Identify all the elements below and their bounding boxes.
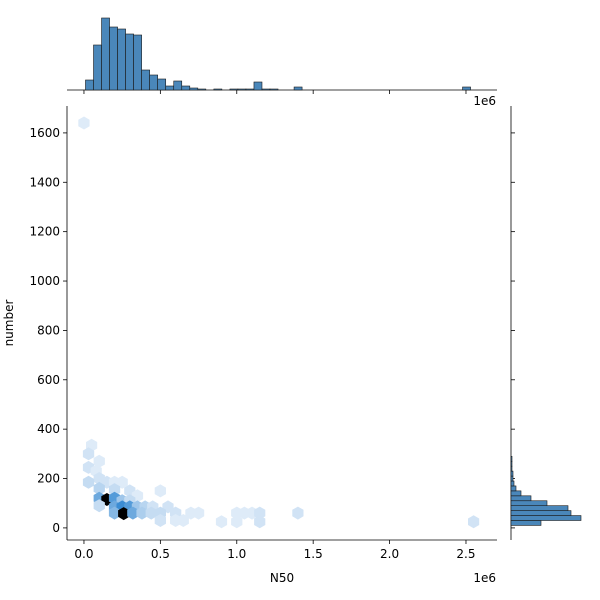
hexbin <box>254 506 266 520</box>
x-hist-bar <box>117 28 126 91</box>
x-tick-label: 1.0 <box>227 547 246 561</box>
x-hist-bar <box>245 88 255 91</box>
x-hist-bar <box>269 88 279 91</box>
hexbin <box>93 499 105 513</box>
x-hist-bar <box>462 86 471 91</box>
hexbin <box>118 507 130 521</box>
y-hist-bar <box>510 456 513 462</box>
hexbin <box>154 484 166 498</box>
x-hist-bar <box>229 88 239 91</box>
y-hist-bar <box>510 475 514 482</box>
y-tick-label: 0 <box>52 521 60 535</box>
hexbin <box>108 483 121 497</box>
x-hist-bar <box>157 78 167 91</box>
hexbin <box>127 506 139 520</box>
x-hist-bar <box>181 85 191 91</box>
y-tick-label: 1400 <box>29 175 60 189</box>
x-hist-bar <box>253 81 263 91</box>
hexbin <box>93 454 105 468</box>
hexbin <box>136 506 148 520</box>
y-axis-label: number <box>2 300 16 347</box>
x-tick-label: 2.0 <box>380 547 399 561</box>
y-hist-bar <box>510 495 532 502</box>
x-hist-bar <box>141 69 150 91</box>
x-hist-bar <box>261 88 271 91</box>
y-hist-bar <box>510 485 517 492</box>
x-hist-bar <box>189 87 199 91</box>
x-hist-bar <box>125 33 134 91</box>
x-tick-label: 1.5 <box>304 547 323 561</box>
hexbin <box>231 515 243 529</box>
x-hist-bar <box>213 88 223 91</box>
x-hist-bar <box>293 86 303 91</box>
y-hist-bar <box>510 490 522 497</box>
x-hist-bar <box>173 80 183 91</box>
y-hist-bar <box>510 500 548 506</box>
y-tick-label: 1000 <box>29 274 60 288</box>
x-hist-bar <box>237 88 247 91</box>
hexbin <box>82 475 95 489</box>
y-hist-bar <box>510 520 542 526</box>
x-hist-bar <box>149 74 158 91</box>
hexbin <box>177 514 189 527</box>
x-tick-label: 0.0 <box>74 547 93 561</box>
hexbin <box>93 481 105 495</box>
x-axis-label: N50 <box>270 571 294 585</box>
x-tick-label: 0.5 <box>151 547 170 561</box>
x-hist-bar <box>133 34 142 91</box>
x-hist-bar <box>109 26 118 91</box>
y-hist-bar <box>510 510 572 516</box>
x-offset-label: 1e6 <box>473 571 496 585</box>
hexbin <box>192 506 205 520</box>
x-hist-bar <box>101 17 110 91</box>
y-tick-label: 800 <box>37 323 60 337</box>
y-tick-label: 200 <box>37 472 60 486</box>
x-tick-label: 2.5 <box>456 547 475 561</box>
y-hist-bar <box>510 470 514 477</box>
hexbin <box>108 506 121 520</box>
hexbin <box>292 506 304 520</box>
hexbin <box>254 515 266 529</box>
hexbin <box>82 447 95 461</box>
hexbin <box>145 506 157 520</box>
hexbin <box>468 515 480 529</box>
y-hist-bar <box>510 465 513 472</box>
y-tick-label: 600 <box>37 373 60 387</box>
y-hist-bar <box>510 515 582 521</box>
y-hist-bar <box>510 505 569 511</box>
x-hist-bar <box>85 79 94 91</box>
hexbin <box>215 515 228 529</box>
y-hist-bar <box>510 460 513 467</box>
hexbin <box>154 514 166 527</box>
y-tick-label: 1200 <box>29 225 60 239</box>
y-tick-label: 400 <box>37 422 60 436</box>
x-hist-bar <box>93 44 102 91</box>
y-hist-bar <box>510 480 515 487</box>
x-hist-bar <box>197 88 207 91</box>
top-x-offset-label: 1e6 <box>473 94 496 108</box>
hexbin <box>78 116 90 130</box>
hexbin <box>116 475 128 489</box>
y-tick-label: 1600 <box>29 126 60 140</box>
x-hist-bar <box>165 85 175 91</box>
